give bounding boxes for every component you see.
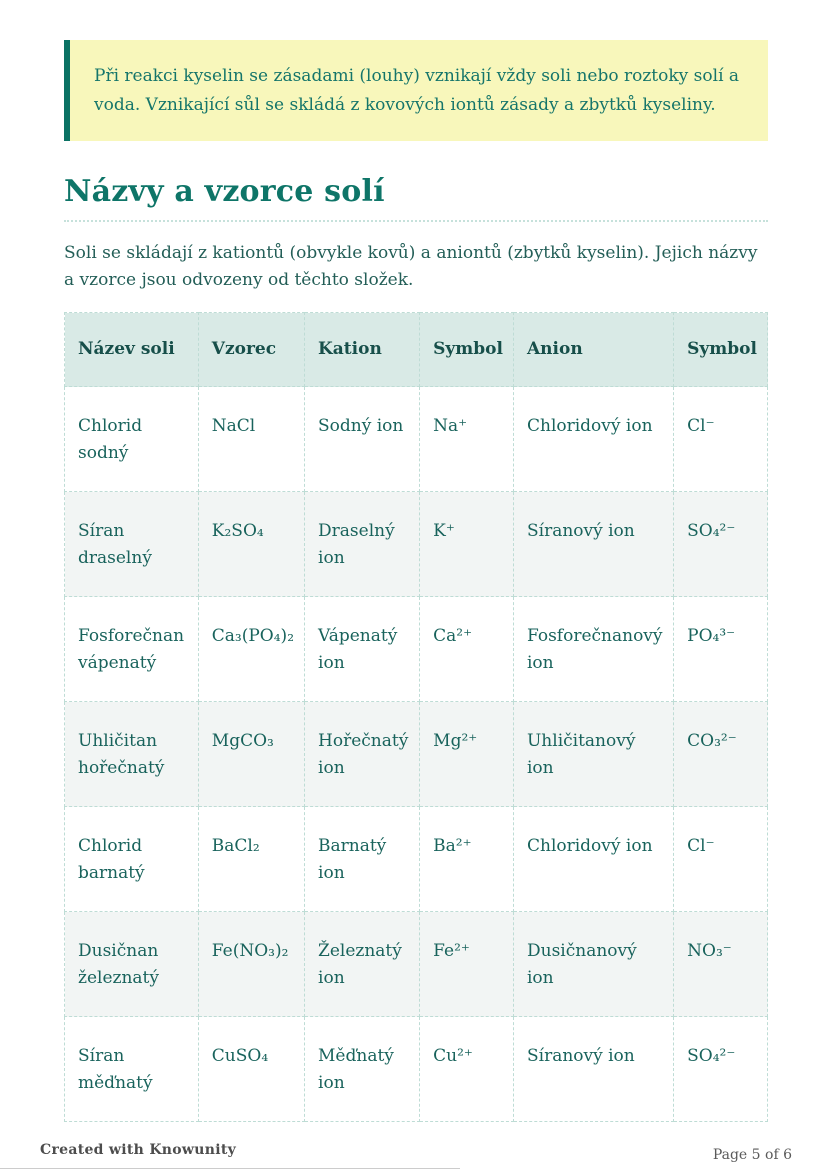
cell-salt-name: Síran měďnatý [64, 1016, 199, 1123]
table-row: Síran draselný K₂SO₄ Draselný ion K⁺ Sír… [64, 491, 768, 598]
cell-salt-name: Chlorid sodný [64, 386, 199, 493]
cell-formula: BaCl₂ [197, 806, 306, 913]
page-title: Názvy a vzorce solí [64, 174, 385, 210]
cell-anion-symbol: PO₄³⁻ [673, 596, 768, 703]
cell-salt-name: Uhličitan hořečnatý [64, 701, 199, 808]
column-header-anion: Anion [512, 312, 675, 388]
salts-table: Název soli Vzorec Kation Symbol Anion Sy… [64, 312, 768, 1123]
cell-cation: Barnatý ion [304, 806, 421, 913]
cell-salt-name: Síran draselný [64, 491, 199, 598]
cell-formula: MgCO₃ [197, 701, 306, 808]
column-header-salt-name: Název soli [64, 312, 199, 388]
cell-cation: Měďnatý ion [304, 1016, 421, 1123]
title-divider [64, 220, 768, 223]
intro-paragraph: Soli se skládají z kationtů (obvykle kov… [64, 243, 758, 291]
cell-salt-name: Chlorid barnatý [64, 806, 199, 913]
cell-anion-symbol: SO₄²⁻ [673, 491, 768, 598]
cell-cation-symbol: Cu²⁺ [419, 1016, 514, 1123]
table-row: Fosforečnan vápenatý Ca₃(PO₄)₂ Vápenatý … [64, 596, 768, 703]
cell-anion: Síranový ion [512, 491, 675, 598]
cell-cation-symbol: Mg²⁺ [419, 701, 514, 808]
footer-credit: Created with Knowunity [40, 1142, 237, 1158]
cell-anion-symbol: Cl⁻ [673, 386, 768, 493]
column-header-cation: Kation [304, 312, 421, 388]
table-row: Uhličitan hořečnatý MgCO₃ Hořečnatý ion … [64, 701, 768, 808]
table-row: Chlorid barnatý BaCl₂ Barnatý ion Ba²⁺ C… [64, 806, 768, 913]
cell-cation: Železnatý ion [304, 911, 421, 1018]
cell-anion-symbol: SO₄²⁻ [673, 1016, 768, 1123]
cell-formula: K₂SO₄ [197, 491, 306, 598]
cell-cation: Hořečnatý ion [304, 701, 421, 808]
cell-cation: Vápenatý ion [304, 596, 421, 703]
bottom-divider [0, 1168, 460, 1169]
column-header-anion-symbol: Symbol [673, 312, 768, 388]
table-row: Chlorid sodný NaCl Sodný ion Na⁺ Chlorid… [64, 386, 768, 493]
page-content: Při reakci kyselin se zásadami (louhy) v… [64, 40, 768, 1123]
cell-cation-symbol: K⁺ [419, 491, 514, 598]
cell-cation-symbol: Ca²⁺ [419, 596, 514, 703]
cell-salt-name: Fosforečnan vápenatý [64, 596, 199, 703]
column-header-formula: Vzorec [197, 312, 306, 388]
cell-cation: Draselný ion [304, 491, 421, 598]
cell-cation-symbol: Ba²⁺ [419, 806, 514, 913]
cell-formula: Fe(NO₃)₂ [197, 911, 306, 1018]
cell-formula: Ca₃(PO₄)₂ [197, 596, 306, 703]
cell-formula: NaCl [197, 386, 306, 493]
cell-formula: CuSO₄ [197, 1016, 306, 1123]
cell-anion: Uhličitanový ion [512, 701, 675, 808]
cell-anion: Chloridový ion [512, 806, 675, 913]
cell-cation: Sodný ion [304, 386, 421, 493]
cell-anion-symbol: CO₃²⁻ [673, 701, 768, 808]
cell-anion-symbol: NO₃⁻ [673, 911, 768, 1018]
cell-anion: Chloridový ion [512, 386, 675, 493]
note-callout: Při reakci kyselin se zásadami (louhy) v… [64, 40, 768, 142]
table-row: Dusičnan železnatý Fe(NO₃)₂ Železnatý io… [64, 911, 768, 1018]
cell-salt-name: Dusičnan železnatý [64, 911, 199, 1018]
cell-cation-symbol: Na⁺ [419, 386, 514, 493]
table-header-row: Název soli Vzorec Kation Symbol Anion Sy… [64, 312, 768, 388]
table-row: Síran měďnatý CuSO₄ Měďnatý ion Cu²⁺ Sír… [64, 1016, 768, 1123]
cell-anion: Fosforečnanový ion [512, 596, 675, 703]
cell-anion: Dusičnanový ion [512, 911, 675, 1018]
cell-cation-symbol: Fe²⁺ [419, 911, 514, 1018]
note-callout-text: Při reakci kyselin se zásadami (louhy) v… [94, 66, 740, 115]
cell-anion-symbol: Cl⁻ [673, 806, 768, 913]
cell-anion: Síranový ion [512, 1016, 675, 1123]
column-header-cation-symbol: Symbol [419, 312, 514, 388]
page-number: Page 5 of 6 [712, 1147, 792, 1163]
